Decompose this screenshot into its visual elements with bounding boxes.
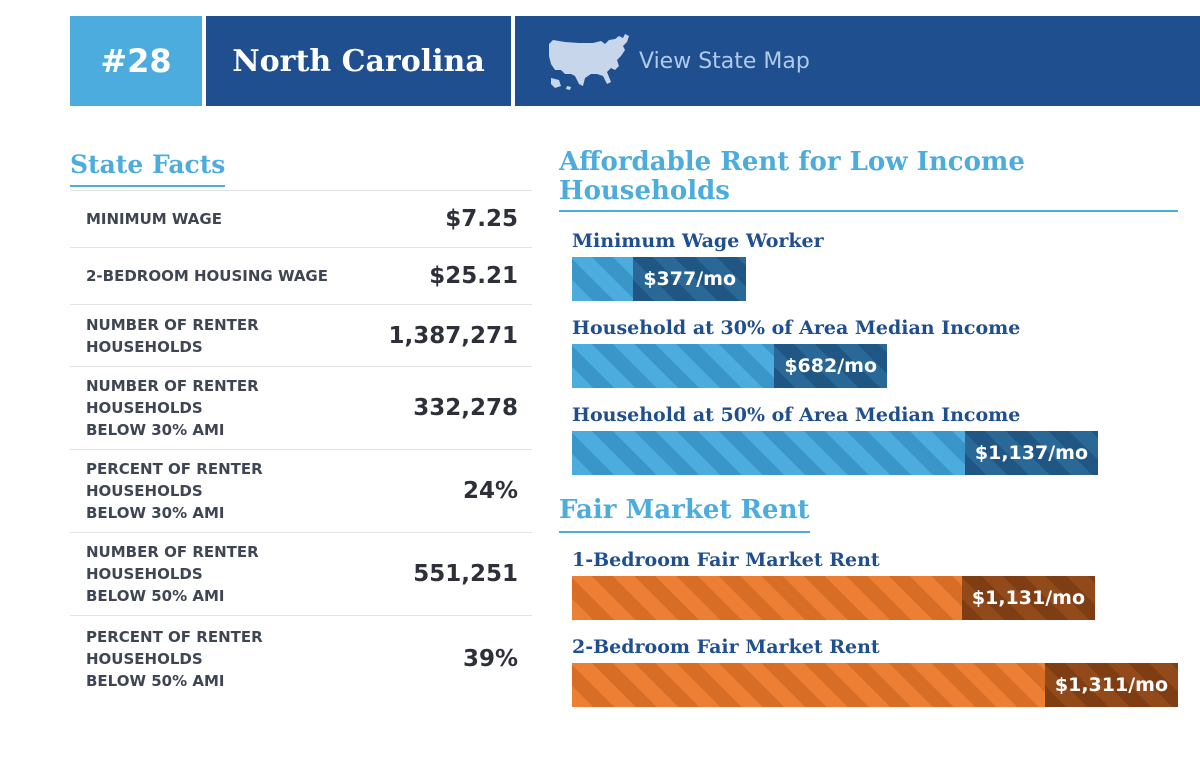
bar-label-minimum-wage-worker: Minimum Wage Worker	[572, 230, 824, 252]
fact-row-minimum-wage: MINIMUM WAGE $7.25	[70, 191, 532, 248]
us-map-icon	[549, 34, 629, 90]
state-name: North Carolina	[206, 16, 511, 106]
fact-value: 39%	[462, 646, 518, 672]
fact-value: $25.21	[429, 263, 518, 289]
rent-bar-2-bedroom-fmr: $1,311/mo	[572, 663, 1178, 707]
fact-label: PERCENT OF RENTER HOUSEHOLDS BELOW 30% A…	[86, 460, 263, 522]
affordable-rent-title: Affordable Rent for Low Income Household…	[559, 148, 1178, 212]
fact-label: NUMBER OF RENTER HOUSEHOLDS BELOW 50% AM…	[86, 543, 259, 605]
view-state-map-link[interactable]: View State Map	[515, 16, 1200, 106]
bar-value: $682/mo	[774, 344, 887, 388]
state-facts-title: State Facts	[70, 150, 226, 187]
fact-row-renters-below-50-ami: NUMBER OF RENTER HOUSEHOLDS BELOW 50% AM…	[70, 533, 532, 616]
rent-bar-minimum-wage-worker: $377/mo	[572, 257, 746, 301]
fact-row-housing-wage: 2-BEDROOM HOUSING WAGE $25.21	[70, 248, 532, 305]
state-facts-table: MINIMUM WAGE $7.25 2-BEDROOM HOUSING WAG…	[70, 190, 532, 702]
view-state-map-label[interactable]: View State Map	[639, 48, 810, 74]
fact-row-percent-below-30-ami: PERCENT OF RENTER HOUSEHOLDS BELOW 30% A…	[70, 450, 532, 533]
bar-label-30-ami: Household at 30% of Area Median Income	[572, 317, 1021, 339]
fact-row-renters-below-30-ami: NUMBER OF RENTER HOUSEHOLDS BELOW 30% AM…	[70, 367, 532, 450]
bar-label-2-bedroom-fmr: 2-Bedroom Fair Market Rent	[572, 636, 880, 658]
fact-label: 2-BEDROOM HOUSING WAGE	[86, 267, 328, 285]
fact-value: 551,251	[413, 561, 518, 587]
bar-value: $1,137/mo	[964, 431, 1098, 475]
fact-value: 24%	[462, 478, 518, 504]
fact-label: NUMBER OF RENTER HOUSEHOLDS	[86, 315, 259, 356]
bar-value: $1,311/mo	[1044, 663, 1178, 707]
fact-value: 1,387,271	[388, 322, 519, 349]
fact-label: PERCENT OF RENTER HOUSEHOLDS BELOW 50% A…	[86, 628, 263, 690]
bar-value: $1,131/mo	[961, 576, 1095, 620]
state-header: #28 North Carolina View State Map	[70, 16, 1200, 106]
fact-row-renter-households: NUMBER OF RENTER HOUSEHOLDS 1,387,271	[70, 305, 532, 367]
fact-value: 332,278	[413, 395, 518, 421]
bar-label-50-ami: Household at 50% of Area Median Income	[572, 404, 1021, 426]
fact-value: $7.25	[445, 206, 518, 232]
fair-market-rent-title: Fair Market Rent	[559, 496, 810, 533]
rent-bar-1-bedroom-fmr: $1,131/mo	[572, 576, 1095, 620]
bar-label-1-bedroom-fmr: 1-Bedroom Fair Market Rent	[572, 549, 880, 571]
fact-label: MINIMUM WAGE	[86, 210, 222, 228]
fact-label: NUMBER OF RENTER HOUSEHOLDS BELOW 30% AM…	[86, 377, 259, 439]
rent-bar-30-ami: $682/mo	[572, 344, 887, 388]
bar-value: $377/mo	[633, 257, 746, 301]
fact-row-percent-below-50-ami: PERCENT OF RENTER HOUSEHOLDS BELOW 50% A…	[70, 616, 532, 702]
rent-bar-50-ami: $1,137/mo	[572, 431, 1098, 475]
state-rank: #28	[70, 16, 202, 106]
